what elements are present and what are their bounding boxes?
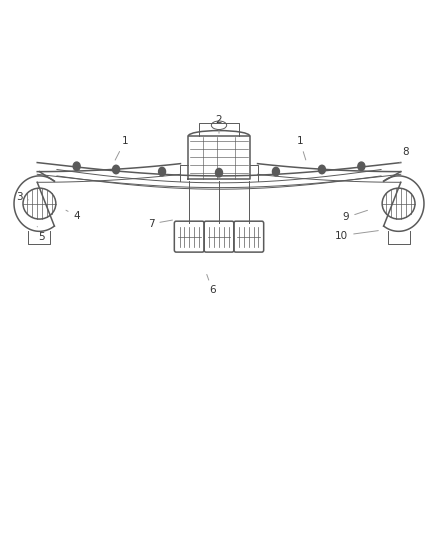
Text: 3: 3	[16, 192, 28, 202]
Circle shape	[73, 162, 80, 171]
Circle shape	[215, 168, 223, 177]
Text: 2: 2	[215, 115, 223, 133]
Circle shape	[159, 167, 166, 176]
Circle shape	[358, 162, 365, 171]
Text: 7: 7	[148, 219, 173, 229]
Circle shape	[318, 165, 325, 174]
Text: 10: 10	[335, 231, 378, 240]
Text: 8: 8	[400, 147, 409, 163]
Text: 5: 5	[37, 227, 45, 242]
Text: 9: 9	[343, 211, 367, 222]
Text: 4: 4	[66, 210, 80, 221]
Circle shape	[272, 167, 279, 176]
Text: 1: 1	[115, 136, 128, 160]
Circle shape	[113, 165, 120, 174]
Text: 6: 6	[207, 274, 216, 295]
Text: 1: 1	[297, 136, 306, 160]
